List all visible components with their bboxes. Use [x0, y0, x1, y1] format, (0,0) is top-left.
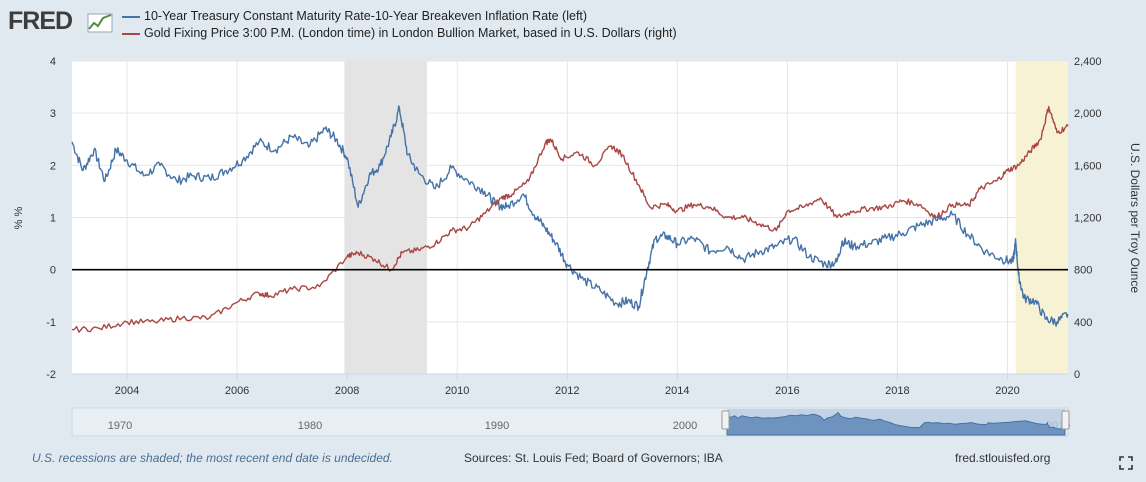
- series-line-0: [71, 105, 1069, 327]
- x-tick-label: 2010: [445, 385, 469, 397]
- left-tick-label: -1: [46, 317, 56, 329]
- x-tick-label: 2006: [225, 385, 249, 397]
- legend-item-treasury[interactable]: 10-Year Treasury Constant Maturity Rate-…: [122, 8, 677, 25]
- logo-text: FRED: [8, 7, 72, 35]
- left-tick-label: 0: [50, 265, 56, 277]
- x-tick-label: 2008: [335, 385, 359, 397]
- right-tick-label: 2,000: [1074, 108, 1102, 120]
- x-axis-ticks: 2004 2006 2008 2010 2012 2014 2016 2018 2020: [72, 373, 1068, 397]
- navigator-series: [726, 411, 1066, 436]
- navigator-right-handle[interactable]: [1061, 410, 1070, 430]
- series-lines: [71, 105, 1069, 333]
- recession-note: U.S. recessions are shaded; the most rec…: [32, 451, 393, 465]
- recession-shading: [344, 61, 1068, 374]
- right-tick-label: 0: [1074, 369, 1080, 381]
- navigator-tick-label: 2000: [673, 420, 697, 432]
- legend-swatch-gold: [122, 32, 140, 35]
- fullscreen-icon[interactable]: [1119, 456, 1133, 470]
- right-tick-label: 800: [1074, 265, 1092, 277]
- x-tick-label: 2014: [665, 385, 689, 397]
- highlight-band: [1015, 61, 1068, 374]
- x-tick-label: 2016: [775, 385, 799, 397]
- left-tick-label: 3: [50, 108, 56, 120]
- x-tick-label: 2012: [555, 385, 579, 397]
- navigator-tick-label: 1970: [108, 420, 132, 432]
- navigator-left-handle[interactable]: [721, 410, 730, 430]
- legend-swatch-treasury: [122, 15, 140, 18]
- navigator-tick-label: 1990: [485, 420, 509, 432]
- right-axis-label: U.S. Dollars per Troy Ounce: [1128, 143, 1142, 293]
- navigator-tick-label: 1980: [298, 420, 322, 432]
- right-tick-label: 1,200: [1074, 213, 1102, 225]
- fred-logo-graphic: FRED: [8, 7, 113, 35]
- right-axis-ticks: 0 400 800 1,200 1,600 2,000 2,400: [1074, 56, 1102, 381]
- legend-label-gold: Gold Fixing Price 3:00 P.M. (London time…: [144, 26, 677, 40]
- left-tick-label: 4: [50, 56, 56, 68]
- x-tick-label: 2004: [115, 385, 139, 397]
- left-axis-label: % %: [13, 206, 25, 229]
- right-tick-label: 1,600: [1074, 160, 1102, 172]
- left-tick-label: -2: [46, 369, 56, 381]
- right-tick-label: 400: [1074, 317, 1092, 329]
- logo-chart-icon: [87, 13, 113, 33]
- series-line-1: [71, 105, 1069, 333]
- range-navigator[interactable]: 19701980199020002010: [71, 407, 1070, 437]
- left-axis-ticks: -2 -1 0 1 2 3 4: [46, 56, 56, 381]
- x-tick-label: 2018: [885, 385, 909, 397]
- legend-label-treasury: 10-Year Treasury Constant Maturity Rate-…: [144, 9, 588, 23]
- left-tick-label: 1: [50, 213, 56, 225]
- right-tick-label: 2,400: [1074, 56, 1102, 68]
- chart-legend: 10-Year Treasury Constant Maturity Rate-…: [122, 8, 677, 42]
- recession-band-0: [344, 61, 427, 374]
- legend-item-gold[interactable]: Gold Fixing Price 3:00 P.M. (London time…: [122, 25, 677, 42]
- sources-text: Sources: St. Louis Fed; Board of Governo…: [464, 451, 723, 465]
- site-link[interactable]: fred.stlouisfed.org: [955, 451, 1051, 465]
- x-tick-label: 2020: [995, 385, 1019, 397]
- fred-logo[interactable]: FRED: [8, 6, 116, 36]
- left-tick-label: 2: [50, 160, 56, 172]
